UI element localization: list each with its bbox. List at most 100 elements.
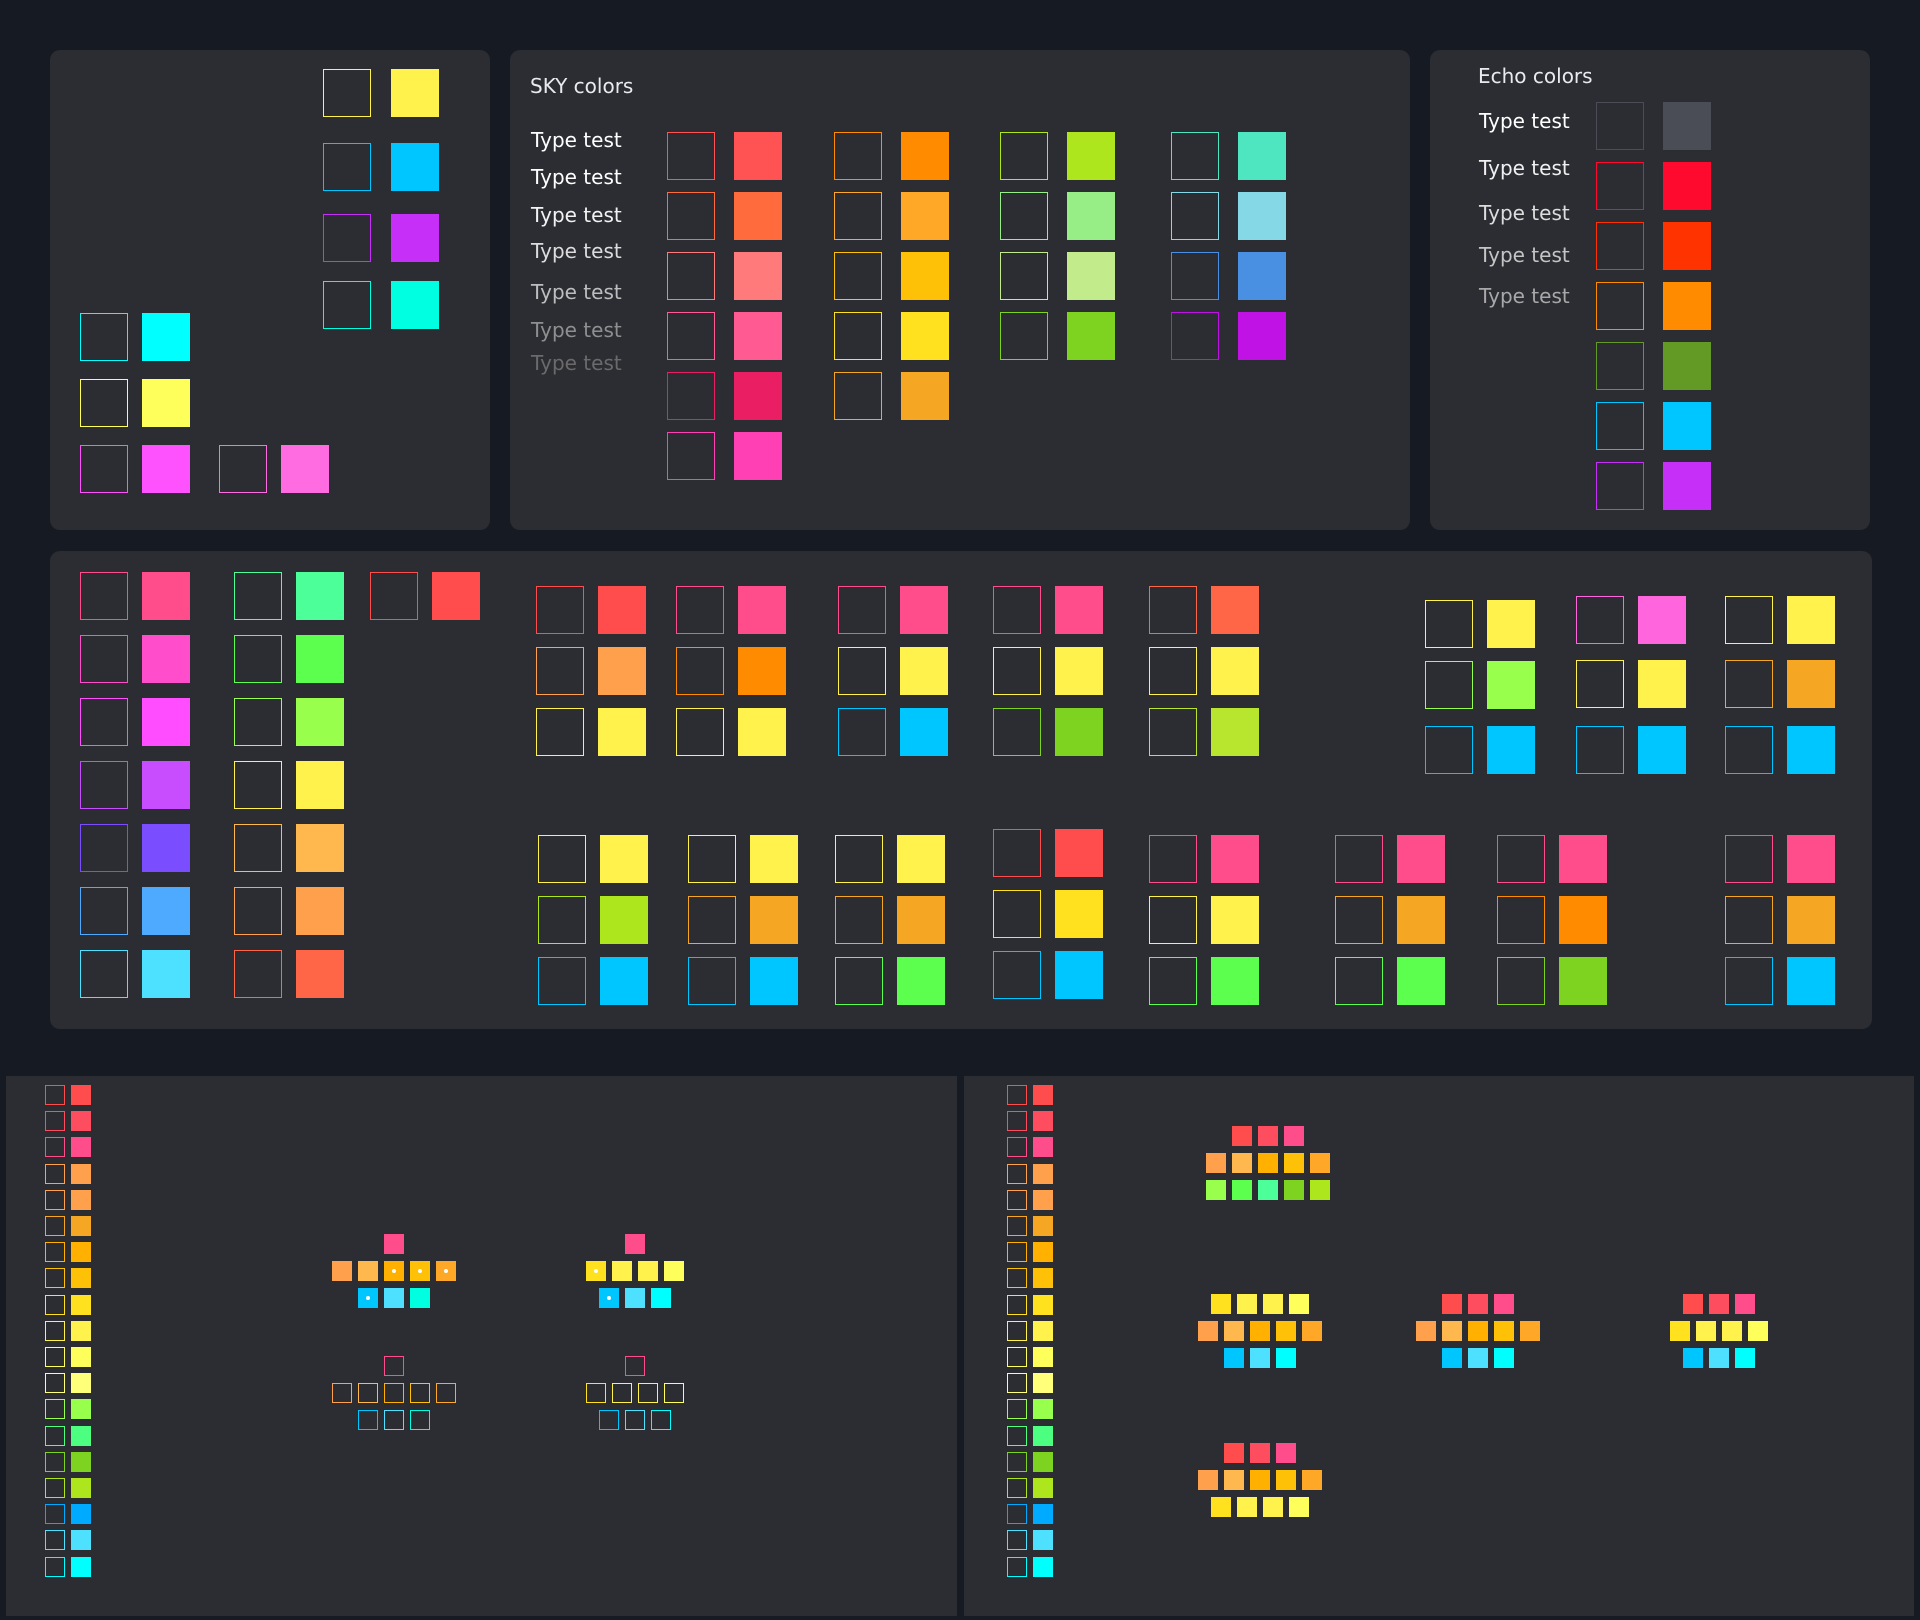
- middle-swatch-fill: [432, 572, 480, 620]
- sky-swatch-fill: [901, 132, 949, 180]
- strip-swatch-fill: [71, 1189, 91, 1210]
- sky-swatch-fill: [901, 312, 949, 360]
- sky-swatch-fill: [1067, 252, 1115, 300]
- cluster-swatch: [664, 1261, 684, 1281]
- middle-group-swatch-outline: [993, 586, 1041, 634]
- strip-swatch-fill: [1033, 1294, 1053, 1315]
- middle-group-swatch-fill: [1055, 829, 1103, 877]
- cluster-swatch: [1237, 1497, 1257, 1517]
- cluster-swatch: [1206, 1153, 1226, 1173]
- middle-group-swatch-fill: [600, 835, 648, 883]
- strip-swatch-fill: [1033, 1451, 1053, 1472]
- middle-group-swatch-fill: [1787, 660, 1835, 708]
- middle-swatch-fill: [142, 887, 190, 935]
- strip-swatch-outline: [1007, 1451, 1027, 1472]
- middle-group-swatch-fill: [1055, 890, 1103, 938]
- cluster-swatch: [599, 1410, 619, 1430]
- cluster-swatch: [625, 1288, 645, 1308]
- color-swatch-fill: [391, 281, 439, 329]
- middle-swatch-outline: [234, 824, 282, 872]
- middle-swatch-outline: [80, 635, 128, 683]
- middle-group-swatch-fill: [900, 647, 948, 695]
- sky-swatch-outline: [1171, 252, 1219, 300]
- sky-swatch-outline: [1000, 312, 1048, 360]
- middle-group-swatch-outline: [1576, 726, 1624, 774]
- echo-swatch-outline: [1596, 162, 1644, 210]
- cluster-swatch: [358, 1261, 378, 1281]
- strip-swatch-outline: [1007, 1085, 1027, 1105]
- color-swatch-outline: [323, 281, 371, 329]
- middle-swatch-fill: [296, 824, 344, 872]
- strip-swatch-fill: [71, 1530, 91, 1551]
- sky-type-test-label: Type test: [531, 239, 622, 263]
- cluster-swatch: [1237, 1294, 1257, 1314]
- strip-swatch-fill: [1033, 1504, 1053, 1525]
- strip-swatch-outline: [1007, 1163, 1027, 1184]
- middle-group-swatch-outline: [1576, 660, 1624, 708]
- strip-swatch-outline: [1007, 1504, 1027, 1525]
- strip-swatch-fill: [1033, 1425, 1053, 1446]
- cluster-swatch: [1748, 1321, 1768, 1341]
- strip-swatch-fill: [1033, 1268, 1053, 1289]
- sky-swatch-fill: [901, 372, 949, 420]
- strip-swatch-fill: [71, 1399, 91, 1420]
- color-swatch-fill: [142, 313, 190, 361]
- cluster-swatch: [358, 1288, 378, 1308]
- echo-type-test-label: Type test: [1479, 284, 1570, 308]
- middle-swatch-fill: [142, 950, 190, 998]
- strip-swatch-fill: [71, 1478, 91, 1498]
- middle-group-swatch-fill: [1211, 896, 1259, 944]
- color-swatch-fill: [142, 445, 190, 493]
- strip-swatch-outline: [1007, 1189, 1027, 1210]
- color-swatch-fill: [391, 69, 439, 117]
- sky-swatch-outline: [1171, 132, 1219, 180]
- strip-swatch-outline: [1007, 1425, 1027, 1446]
- middle-group-swatch-outline: [1425, 726, 1473, 774]
- sky-swatch-outline: [834, 252, 882, 300]
- sky-type-test-label: Type test: [531, 318, 622, 342]
- cluster-swatch: [1211, 1294, 1231, 1314]
- cluster-swatch: [1211, 1497, 1231, 1517]
- sky-swatch-fill: [734, 432, 782, 480]
- middle-group-swatch-fill: [1787, 835, 1835, 883]
- middle-group-swatch-outline: [676, 647, 724, 695]
- sky-swatch-outline: [1000, 192, 1048, 240]
- echo-swatch-outline: [1596, 342, 1644, 390]
- middle-group-swatch-outline: [688, 835, 736, 883]
- strip-swatch-fill: [1033, 1373, 1053, 1394]
- cluster-swatch: [1284, 1126, 1304, 1146]
- sky-swatch-fill: [1238, 132, 1286, 180]
- echo-swatch-outline: [1596, 222, 1644, 270]
- cluster-swatch: [384, 1383, 404, 1403]
- cluster-swatch: [1232, 1126, 1252, 1146]
- cluster-swatch: [410, 1383, 430, 1403]
- cluster-swatch: [1250, 1443, 1270, 1463]
- middle-group-swatch-fill: [1397, 957, 1445, 1005]
- sky-swatch-fill: [734, 252, 782, 300]
- echo-swatch-fill: [1663, 402, 1711, 450]
- middle-group-swatch-outline: [993, 829, 1041, 877]
- middle-group-swatch-fill: [1211, 586, 1259, 634]
- middle-group-swatch-outline: [688, 896, 736, 944]
- middle-group-swatch-fill: [1487, 661, 1535, 709]
- middle-group-swatch-outline: [676, 586, 724, 634]
- strip-swatch-fill: [71, 1242, 91, 1263]
- strip-swatch-outline: [1007, 1373, 1027, 1394]
- middle-swatch-fill: [296, 698, 344, 746]
- strip-swatch-fill: [71, 1268, 91, 1289]
- sky-swatch-fill: [734, 192, 782, 240]
- middle-group-swatch-fill: [1638, 726, 1686, 774]
- strip-swatch-fill: [71, 1163, 91, 1184]
- strip-swatch-outline: [1007, 1268, 1027, 1289]
- sky-swatch-fill: [1238, 252, 1286, 300]
- cluster-swatch: [358, 1383, 378, 1403]
- middle-group-swatch-fill: [900, 586, 948, 634]
- middle-group-swatch-fill: [598, 647, 646, 695]
- middle-group-swatch-fill: [897, 835, 945, 883]
- cluster-swatch: [410, 1288, 430, 1308]
- strip-swatch-outline: [1007, 1530, 1027, 1551]
- strip-swatch-fill: [71, 1111, 91, 1132]
- sky-type-test-label: Type test: [531, 203, 622, 227]
- strip-swatch-fill: [1033, 1320, 1053, 1341]
- cluster-swatch: [1258, 1153, 1278, 1173]
